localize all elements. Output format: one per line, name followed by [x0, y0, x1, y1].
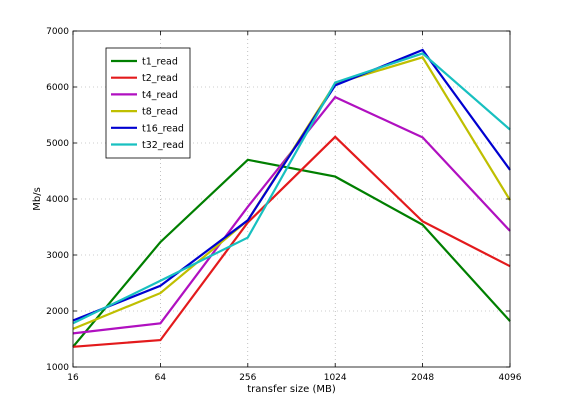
series-line-t16-read: [72, 48, 511, 322]
y-tick-label: 3000: [46, 251, 69, 261]
legend-label-t32-read: t32_read: [142, 140, 184, 151]
y-tick-label: 7000: [46, 27, 69, 37]
x-tick-label: 64: [155, 373, 167, 383]
legend-label-t2-read: t2_read: [142, 73, 178, 84]
legend-label-t4-read: t4_read: [142, 90, 178, 101]
y-axis-ticks: 1000 2000 3000 4000 5000 6000 7000: [46, 27, 510, 373]
x-tick-label: 1024: [324, 373, 347, 383]
series-line-t1-read: [72, 158, 511, 348]
legend-label-t1-read: t1_read: [142, 57, 178, 68]
x-axis-ticks: 16 64 256 1024 2048 4096: [67, 31, 522, 383]
y-tick-label: 1000: [46, 363, 69, 373]
x-axis-label: transfer size (MB): [247, 384, 336, 395]
y-axis-label: Mb/s: [32, 187, 43, 211]
series-line-t32-read: [72, 52, 511, 325]
x-tick-label: 256: [239, 373, 256, 383]
y-tick-label: 2000: [46, 307, 69, 317]
y-tick-label: 4000: [46, 195, 69, 205]
y-tick-label: 5000: [46, 139, 69, 149]
x-tick-label: 16: [67, 373, 79, 383]
legend-label-t16-read: t16_read: [142, 123, 184, 134]
series-lines: [72, 48, 511, 348]
legend: t1_read t2_read t4_read t8_read t16_read t32_…: [105, 47, 191, 159]
x-tick-label: 2048: [411, 373, 434, 383]
y-tick-label: 6000: [46, 83, 69, 93]
x-tick-label: 4096: [499, 373, 522, 383]
legend-label-t8-read: t8_read: [142, 107, 178, 118]
legend-box: [105, 47, 191, 159]
series-line-t2-read: [72, 135, 511, 348]
